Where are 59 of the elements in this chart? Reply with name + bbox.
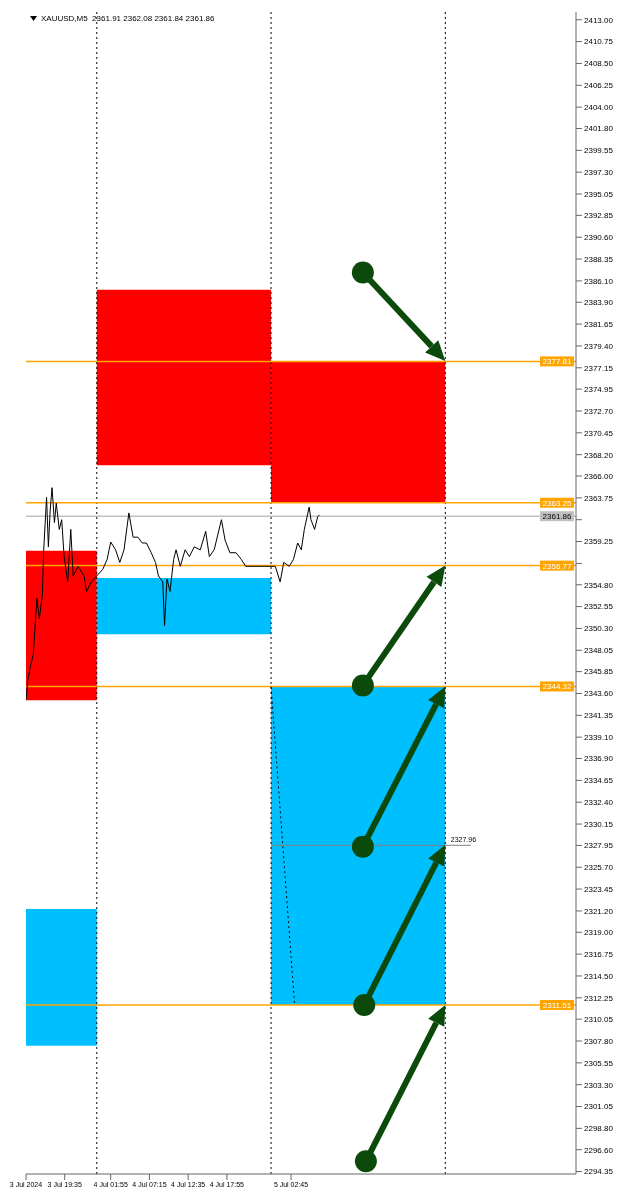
y-tick-label: 2363.75: [584, 493, 614, 503]
chart-title: XAUUSD,M5 2361.91 2362.08 2361.84 2361.86: [41, 14, 215, 23]
y-tick-label: 2374.95: [584, 384, 614, 394]
y-tick-label: 2312.25: [584, 993, 614, 1003]
y-tick-label: 2392.85: [584, 211, 614, 221]
y-tick-label: 2325.70: [584, 863, 614, 873]
y-tick-label: 2330.15: [584, 819, 614, 829]
y-tick-label: 2406.25: [584, 81, 614, 91]
ref-line-label: 2344.32: [542, 682, 573, 692]
y-tick-label: 2301.05: [584, 1102, 614, 1112]
y-tick-label: 2321.20: [584, 906, 614, 916]
y-tick-label: 2379.40: [584, 341, 614, 351]
y-tick-label: 2336.90: [584, 754, 614, 764]
ref-line-label: 2311.51: [542, 1000, 572, 1010]
y-tick-label: 2366.00: [584, 471, 614, 481]
y-tick-label: 2314.50: [584, 971, 614, 981]
y-tick-label: 2413.00: [584, 15, 614, 25]
ref-line-label: 2363.25: [542, 498, 573, 508]
y-tick-label: 2370.45: [584, 428, 614, 438]
y-tick-label: 2377.15: [584, 363, 614, 373]
y-tick-label: 2388.35: [584, 254, 614, 264]
y-tick-label: 2307.80: [584, 1036, 614, 1046]
y-tick-label: 2368.20: [584, 450, 614, 460]
y-tick-label: 2395.05: [584, 189, 614, 199]
y-tick-label: 2350.30: [584, 624, 614, 634]
y-tick-label: 2334.65: [584, 776, 614, 786]
y-tick-label: 2341.35: [584, 711, 614, 721]
y-tick-label: 2401.80: [584, 124, 614, 134]
y-tick-label: 2343.60: [584, 689, 614, 699]
y-tick-label: 2348.05: [584, 646, 614, 656]
ref-line-label: 2356.77: [542, 561, 573, 571]
y-tick-label: 2386.10: [584, 276, 614, 286]
y-tick-label: 2294.35: [584, 1167, 614, 1177]
y-tick-label: 2298.80: [584, 1124, 614, 1134]
y-tick-label: 2323.45: [584, 884, 614, 894]
y-tick-label: 2404.00: [584, 102, 614, 112]
y-tick-label: 2296.60: [584, 1145, 614, 1155]
y-tick-label: 2305.55: [584, 1058, 614, 1068]
y-tick-label: 2397.30: [584, 168, 614, 178]
y-tick-label: 2303.30: [584, 1080, 614, 1090]
y-tick-label: 2327.95: [584, 841, 614, 851]
y-tick-label: 2390.60: [584, 233, 614, 243]
y-tick-label: 2372.70: [584, 406, 614, 416]
y-tick-label: 2310.05: [584, 1015, 614, 1024]
y-tick-label: 2359.25: [584, 537, 614, 547]
y-tick-label: 2345.85: [584, 667, 614, 677]
y-tick-label: 2352.55: [584, 602, 614, 612]
y-tick-label: 2332.40: [584, 798, 614, 808]
y-tick-label: 2408.50: [584, 59, 614, 69]
ref-line-label: 2377.81: [542, 357, 573, 367]
y-tick-label: 2410.75: [584, 37, 614, 47]
y-tick-label: 2316.75: [584, 949, 614, 959]
y-tick-label: 2381.65: [584, 319, 614, 329]
y-tick-label: 2319.00: [584, 928, 614, 938]
ref-line-label: 2361.86: [542, 512, 573, 522]
y-tick-label: 2399.55: [584, 146, 614, 156]
y-tick-label: 2383.90: [584, 298, 614, 308]
y-tick-label: 2354.80: [584, 580, 614, 590]
y-tick-label: 2339.10: [584, 733, 614, 742]
